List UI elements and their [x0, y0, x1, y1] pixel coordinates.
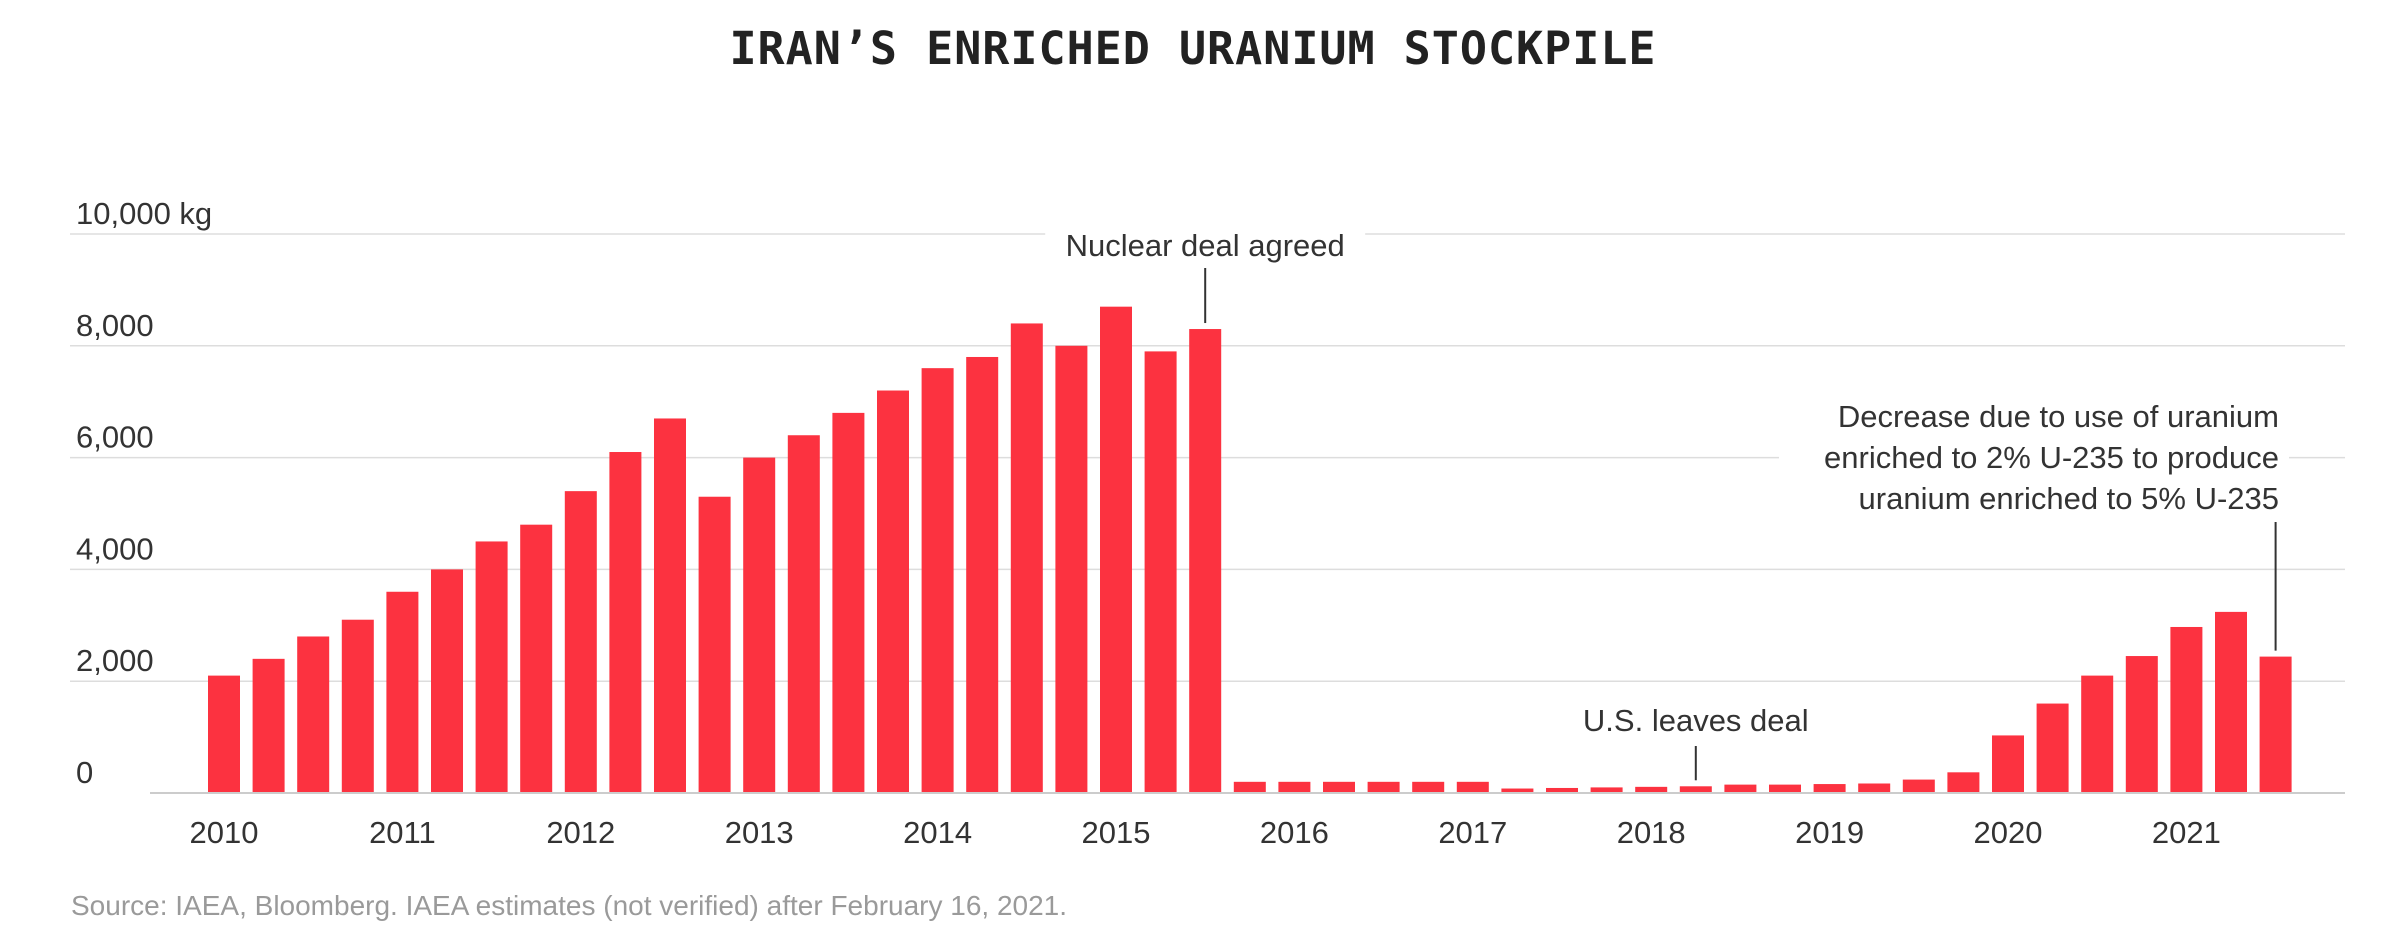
bar	[1501, 788, 1534, 793]
chart-title: IRAN’S ENRICHED URANIUM STOCKPILE	[729, 22, 1657, 75]
x-tick-label: 2011	[369, 815, 436, 850]
bar	[2259, 656, 2292, 793]
bar	[431, 569, 463, 793]
bar	[1456, 781, 1489, 793]
y-tick-label: 0	[76, 755, 93, 790]
bar	[1813, 784, 1846, 793]
bar	[1992, 735, 2024, 793]
bar	[341, 619, 374, 793]
bar	[1635, 786, 1668, 793]
x-tick-label: 2010	[190, 815, 259, 850]
bar	[297, 636, 330, 793]
annotation-label: uranium enriched to 5% U-235	[1859, 481, 2279, 516]
bar	[1546, 787, 1578, 793]
bar	[1590, 787, 1623, 793]
y-tick-label: 10,000 kg	[76, 196, 212, 231]
y-tick-label: 6,000	[76, 420, 154, 455]
x-tick-label: 2020	[1974, 815, 2043, 850]
bar	[1902, 779, 1935, 793]
annotation-label: Nuclear deal agreed	[1066, 228, 1345, 263]
x-tick-label: 2018	[1617, 815, 1686, 850]
bar	[1189, 329, 1222, 793]
annotation-label-bg	[1535, 701, 1856, 739]
bar	[564, 491, 597, 793]
bar	[698, 496, 731, 793]
annotation-label-bg	[1779, 395, 2289, 524]
bar	[1323, 781, 1355, 793]
bar	[2036, 703, 2069, 793]
source-note: Source: IAEA, Bloomberg. IAEA estimates …	[71, 890, 1068, 921]
bar	[1769, 784, 1801, 793]
bar	[386, 591, 419, 793]
annotation-label-bg	[1045, 226, 1366, 264]
bar	[1679, 786, 1712, 793]
annotation-label: Decrease due to use of uranium	[1838, 399, 2279, 434]
y-tick-label: 8,000	[76, 308, 154, 343]
bar	[520, 524, 553, 793]
bar	[1858, 783, 1891, 793]
bar	[787, 435, 820, 793]
bar	[1724, 784, 1757, 793]
annotation-label: enriched to 2% U-235 to produce	[1824, 440, 2279, 475]
x-tick-label: 2017	[1438, 815, 1507, 850]
bar	[743, 457, 776, 793]
bar	[1412, 781, 1445, 793]
x-tick-label: 2015	[1082, 815, 1151, 850]
x-tick-label: 2012	[546, 815, 615, 850]
bar	[2125, 656, 2158, 793]
bar	[609, 452, 642, 793]
x-tick-label: 2014	[903, 815, 972, 850]
bar	[252, 658, 285, 793]
x-tick-label: 2019	[1795, 815, 1864, 850]
bar	[1278, 781, 1311, 793]
bar	[1144, 351, 1177, 793]
x-tick-label: 2016	[1260, 815, 1329, 850]
bar	[921, 368, 954, 793]
bar	[1010, 323, 1043, 793]
bar	[1367, 781, 1400, 793]
y-tick-label: 2,000	[76, 643, 154, 678]
bar	[2170, 626, 2203, 793]
x-tick-label: 2021	[2152, 815, 2221, 850]
bar	[208, 675, 240, 793]
annotation-label: U.S. leaves deal	[1583, 703, 1809, 738]
bar	[2215, 611, 2247, 793]
bar	[475, 541, 508, 793]
bar	[1233, 781, 1266, 793]
bar	[877, 390, 909, 793]
y-tick-label: 4,000	[76, 531, 154, 566]
x-tick-label: 2013	[725, 815, 794, 850]
bar	[966, 356, 999, 793]
bar	[2081, 675, 2114, 793]
bar	[1055, 345, 1088, 793]
bar	[832, 412, 865, 793]
bar	[1100, 306, 1132, 793]
bar	[1947, 772, 1980, 793]
bar	[654, 418, 686, 793]
